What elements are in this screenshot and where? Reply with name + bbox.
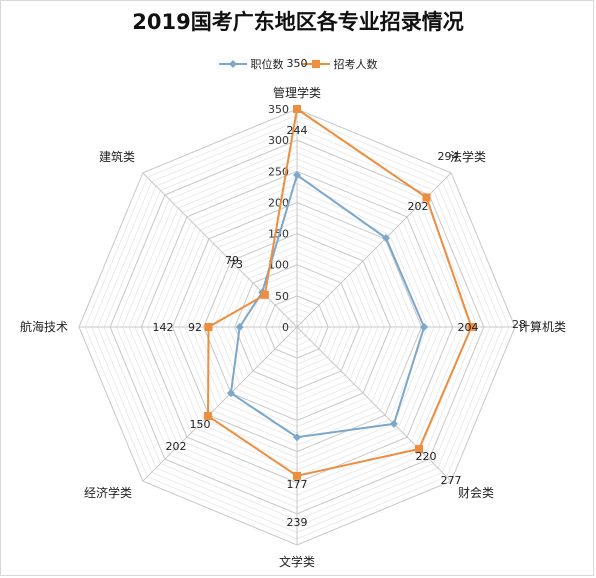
category-label: 计算机类 [518, 319, 566, 334]
data-label: 277 [441, 474, 462, 487]
data-label: 244 [287, 124, 308, 137]
data-point-applicants [467, 323, 476, 331]
category-label: 航海技术 [20, 319, 68, 334]
series-line-positions [229, 173, 426, 439]
legend-item-positions: 职位数 [218, 56, 284, 72]
tick-label: 50 [275, 290, 289, 303]
legend-swatch-applicants [301, 60, 330, 68]
legend: 职位数 招考人数 [0, 56, 596, 72]
axis-spoke [296, 326, 452, 482]
legend-item-applicants: 招考人数 [301, 56, 378, 72]
tick-label: 250 [268, 165, 289, 178]
data-point-positions [235, 323, 244, 331]
data-point-applicants [293, 105, 301, 113]
data-point-applicants [204, 411, 213, 420]
data-label: 294 [438, 150, 459, 163]
data-label: 150 [190, 418, 211, 431]
legend-swatch-positions [218, 60, 247, 68]
data-point-positions [226, 389, 235, 398]
tick-label: 300 [268, 134, 289, 147]
data-label: 142 [153, 321, 174, 334]
category-label: 管理学类 [273, 85, 321, 100]
data-label: 177 [287, 478, 308, 491]
chart-title: 2019国考广东地区各专业招录情况 [132, 10, 464, 34]
tick-label: 0 [282, 321, 289, 334]
data-label: 92 [188, 321, 202, 334]
category-label: 法学类 [450, 149, 486, 164]
axis-spoke [142, 326, 298, 482]
data-label: 202 [166, 440, 187, 453]
tick-label: 100 [268, 259, 289, 272]
data-point-applicants [293, 471, 301, 480]
data-point-positions [389, 419, 398, 428]
category-label: 财会类 [458, 486, 494, 500]
data-label: 28 [512, 318, 526, 331]
category-label: 建筑类 [99, 149, 135, 164]
data-point-positions [420, 323, 429, 331]
data-point-positions [381, 234, 390, 243]
data-point-applicants [204, 323, 213, 331]
tick-label: 350 [268, 103, 289, 116]
data-label: 204 [458, 321, 479, 334]
category-label: 经济学类 [84, 485, 132, 500]
category-label: 文学类 [279, 554, 315, 569]
data-label: 239 [287, 516, 308, 529]
legend-label-applicants: 招考人数 [333, 58, 378, 71]
data-label: 350 [287, 57, 308, 70]
legend-label-positions: 职位数 [250, 58, 284, 71]
data-label: 79 [225, 254, 239, 267]
tick-label: 200 [268, 196, 289, 209]
axis-spoke [142, 172, 298, 328]
data-label: 202 [408, 200, 429, 213]
data-point-positions [293, 171, 301, 180]
data-point-positions [293, 433, 301, 442]
data-point-applicants [414, 444, 423, 453]
data-point-applicants [422, 193, 431, 202]
data-label: 73 [229, 258, 243, 271]
data-point-applicants [260, 290, 269, 299]
data-label: 220 [416, 450, 437, 463]
